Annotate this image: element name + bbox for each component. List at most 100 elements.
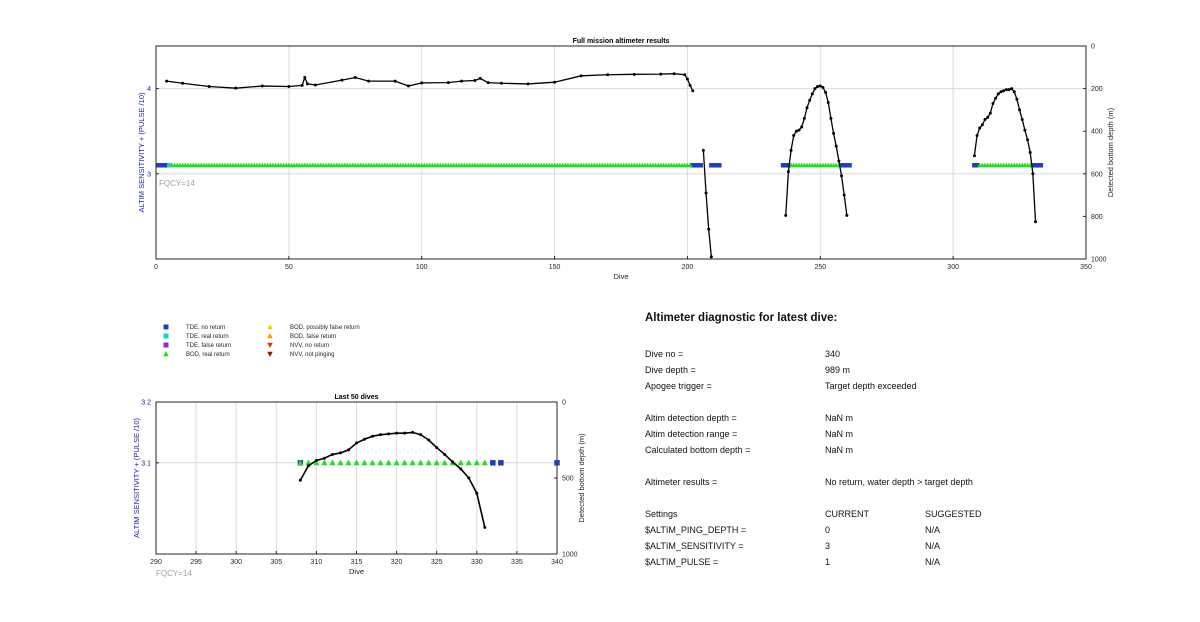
sensitivity-label: $ALTIM_SENSITIVITY =	[645, 541, 744, 551]
x-tick-label: 200	[682, 264, 694, 271]
bod-marker	[481, 459, 488, 466]
y-right-tick-label: 200	[1091, 86, 1103, 93]
depth-point	[1020, 117, 1024, 121]
depth-point	[486, 81, 490, 85]
depth-point	[691, 89, 695, 93]
y-left-tick-label: 4	[147, 86, 151, 93]
bod-marker	[457, 459, 464, 466]
depth-point	[393, 79, 397, 83]
y-right-tick-label: 0	[1091, 44, 1095, 51]
tde-marker	[1030, 163, 1036, 168]
x-tick-label: 350	[1080, 264, 1092, 271]
x-tick-label: 340	[551, 559, 563, 566]
depth-point	[802, 116, 806, 120]
y-right-axis-label: Detected bottom depth (m)	[1106, 107, 1115, 197]
y-right-tick-label: 400	[1091, 129, 1103, 136]
depth-line	[785, 85, 848, 216]
sensitivity-current: 3	[825, 541, 831, 551]
y-right-tick-label: 500	[562, 476, 574, 483]
pulse-current: 1	[825, 557, 831, 567]
depth-point	[340, 78, 344, 82]
detect-depth-label: Altim detection depth =	[645, 413, 737, 423]
depth-point	[983, 117, 987, 121]
depth-point	[972, 154, 976, 158]
depth-point	[1018, 108, 1022, 112]
bod-marker	[305, 459, 312, 466]
fqcy-annotation: FQCY=14	[159, 179, 195, 188]
depth-point	[395, 431, 399, 435]
depth-point	[659, 72, 663, 76]
tde-marker	[711, 163, 717, 168]
depth-point	[988, 111, 992, 115]
y-left-tick-label: 3.2	[141, 400, 151, 407]
x-tick-label: 325	[431, 559, 443, 566]
tde-marker	[490, 460, 496, 466]
depth-point	[473, 79, 477, 83]
x-tick-label: 315	[351, 559, 363, 566]
chart-title: Full mission altimeter results	[573, 38, 670, 45]
tde-marker	[156, 163, 161, 168]
depth-point	[303, 76, 307, 80]
depth-point	[792, 133, 796, 137]
tde-marker	[847, 163, 852, 168]
depth-point	[419, 433, 423, 437]
depth-point	[1028, 151, 1032, 154]
depth-point	[999, 90, 1003, 94]
depth-point	[837, 159, 841, 163]
depth-point	[606, 73, 610, 77]
depth-point	[688, 83, 692, 87]
dive-depth-value: 989 m	[825, 365, 851, 375]
depth-point	[808, 98, 812, 102]
tde-marker	[783, 163, 788, 168]
legend-label: TDE, no return	[186, 325, 225, 331]
legend-label: NVV, no return	[290, 343, 329, 349]
apogee-label: Apogee trigger =	[645, 381, 712, 391]
depth-point	[975, 133, 979, 137]
x-tick-label: 300	[947, 264, 959, 271]
tde-marker	[709, 163, 714, 168]
tde-marker	[695, 163, 701, 168]
bod-marker	[361, 459, 368, 466]
bod-marker	[417, 459, 424, 466]
depth-point	[786, 170, 790, 174]
depth-point	[818, 84, 822, 88]
x-tick-label: 305	[270, 559, 282, 566]
bod-marker	[313, 459, 320, 466]
depth-point	[991, 102, 995, 106]
bod-marker	[425, 459, 432, 466]
depth-point	[1023, 128, 1027, 132]
depth-point	[797, 128, 801, 132]
tde-marker	[498, 460, 504, 466]
depth-point	[810, 92, 814, 96]
legend-marker	[267, 342, 273, 348]
depth-point	[805, 106, 809, 110]
results-value: No return, water depth > target depth	[825, 477, 973, 487]
depth-point	[1004, 88, 1008, 92]
depth-point	[165, 79, 169, 83]
depth-point	[411, 430, 415, 434]
legend-label: BOD, possibly false return	[290, 325, 360, 331]
legend-label: TDE, real return	[186, 334, 229, 340]
depth-point	[978, 126, 982, 130]
depth-point	[234, 86, 238, 90]
depth-point	[371, 434, 375, 438]
depth-point	[842, 193, 846, 197]
bod-marker	[345, 459, 352, 466]
depth-point	[632, 72, 636, 76]
depth-point	[387, 432, 391, 436]
bod-marker	[473, 459, 480, 466]
detect-range-label: Altim detection range =	[645, 429, 738, 439]
depth-point	[834, 144, 838, 148]
tde-marker	[841, 163, 847, 168]
pulse-suggested: N/A	[925, 557, 941, 567]
depth-point	[287, 84, 291, 88]
depth-point	[330, 452, 334, 456]
depth-point	[446, 81, 450, 85]
x-tick-label: 295	[190, 559, 202, 566]
bod-marker	[433, 459, 440, 466]
depth-point	[435, 446, 439, 450]
x-tick-label: 150	[549, 264, 561, 271]
dive-no-label: Dive no =	[645, 349, 684, 359]
last-50-dives-chart: 290 295 300 305 310 315 320 325 330 335 340 3.1 3.2 0…	[132, 394, 586, 578]
depth-line	[702, 150, 712, 257]
